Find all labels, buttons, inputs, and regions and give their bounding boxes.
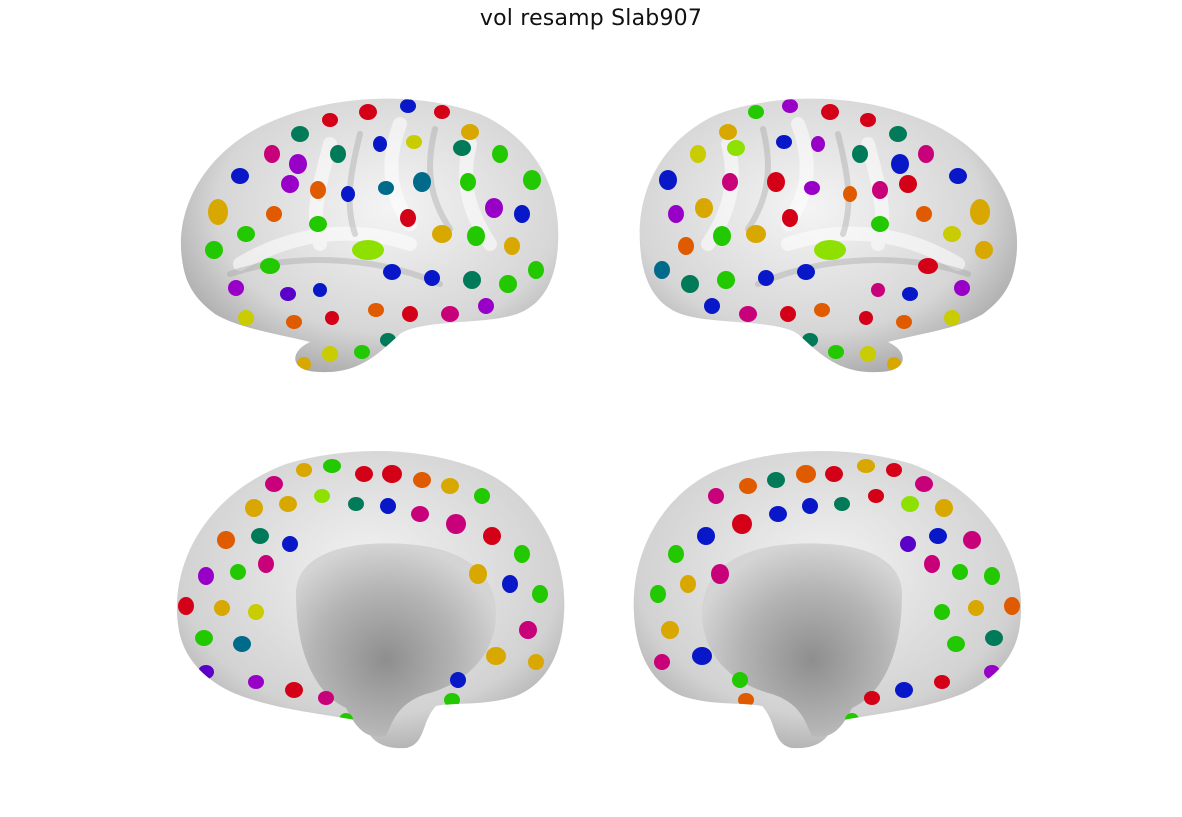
parcel-patches bbox=[205, 99, 544, 371]
brain-left-medial bbox=[166, 444, 574, 752]
brain-right-medial bbox=[624, 444, 1032, 752]
figure-title: vol resamp Slab907 bbox=[479, 6, 703, 31]
parcel-patches bbox=[650, 459, 1020, 727]
brain-left-lateral bbox=[170, 84, 570, 384]
brain-right-lateral bbox=[628, 84, 1028, 384]
medial-wall bbox=[702, 543, 902, 737]
brain-right-medial-surface bbox=[633, 450, 1022, 749]
brain-left-lateral-surface bbox=[180, 98, 559, 373]
parcel-patches bbox=[178, 459, 548, 727]
brain-right-lateral-surface bbox=[639, 98, 1018, 373]
brain-left-medial-surface bbox=[176, 450, 565, 749]
medial-wall bbox=[296, 543, 496, 737]
